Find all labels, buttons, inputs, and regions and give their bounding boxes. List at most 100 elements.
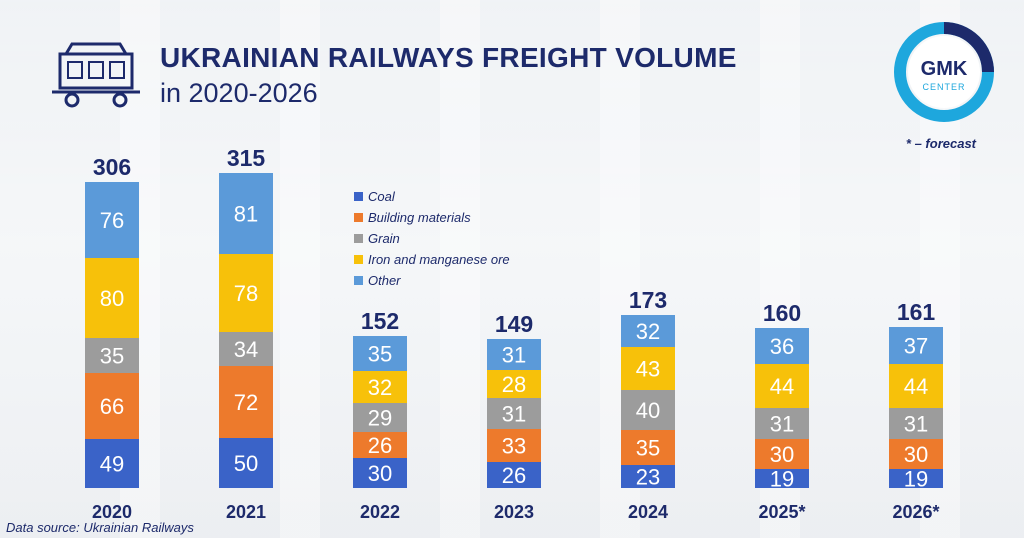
legend-swatch-ore xyxy=(354,255,363,264)
segment-value-label: 23 xyxy=(636,465,660,490)
segment-value-label: 81 xyxy=(234,202,258,227)
chart-title: UKRAINIAN RAILWAYS FREIGHT VOLUME xyxy=(160,42,737,73)
segment-value-label: 29 xyxy=(368,406,392,431)
segment-value-label: 30 xyxy=(368,461,392,486)
bar-segment-grain-2024 xyxy=(621,390,675,430)
x-tick-label: 2025* xyxy=(758,502,805,522)
bar-segment-building-materials-2024 xyxy=(621,430,675,465)
segment-value-label: 36 xyxy=(770,334,794,359)
x-tick-label: 2024 xyxy=(628,502,668,522)
bar-segment-other-2023 xyxy=(487,339,541,370)
freight-wagon-icon xyxy=(52,42,140,108)
bar-segment-grain-2020 xyxy=(85,338,139,373)
segment-value-label: 35 xyxy=(636,436,660,461)
bar-segment-iron-and-manganese-ore-2020 xyxy=(85,258,139,338)
bar-segment-coal-2025 xyxy=(755,469,809,488)
segment-value-label: 80 xyxy=(100,286,124,311)
bar-total-label: 173 xyxy=(629,287,667,313)
bar-segment-other-2022 xyxy=(353,336,407,371)
bar-segment-iron-and-manganese-ore-2023 xyxy=(487,370,541,398)
segment-value-label: 26 xyxy=(502,463,526,488)
x-tick-label: 2020 xyxy=(92,502,132,522)
bar-segment-building-materials-2020 xyxy=(85,373,139,439)
legend-swatch-grain xyxy=(354,234,363,243)
forecast-footnote: * – forecast xyxy=(905,136,976,151)
legend-item-building-materials: Building materials xyxy=(354,207,510,228)
segment-value-label: 28 xyxy=(502,372,526,397)
bar-total-label: 160 xyxy=(763,300,801,326)
bar-segment-building-materials-2023 xyxy=(487,429,541,462)
segment-value-label: 43 xyxy=(636,357,660,382)
logo-text-gmk: GMK xyxy=(921,58,968,80)
segment-value-label: 35 xyxy=(368,342,392,367)
bar-segment-other-2026 xyxy=(889,327,943,364)
segment-value-label: 76 xyxy=(100,208,124,233)
bar-segment-other-2024 xyxy=(621,315,675,347)
segment-value-label: 19 xyxy=(770,467,794,492)
bar-total-label: 161 xyxy=(897,299,936,325)
bar-segment-building-materials-2022 xyxy=(353,432,407,458)
legend-item-other: Other xyxy=(354,270,510,291)
x-tick-label: 2023 xyxy=(494,502,534,522)
bar-segment-coal-2020 xyxy=(85,439,139,488)
segment-value-label: 44 xyxy=(904,374,928,399)
legend-item-coal: Coal xyxy=(354,186,510,207)
segment-value-label: 32 xyxy=(636,319,660,344)
segment-value-label: 78 xyxy=(234,281,258,306)
legend-item-grain: Grain xyxy=(354,228,510,249)
bar-segment-coal-2022 xyxy=(353,458,407,488)
data-source: Data source: Ukrainian Railways xyxy=(6,520,194,535)
segment-value-label: 50 xyxy=(234,451,258,476)
bar-total-label: 315 xyxy=(227,145,266,171)
segment-value-label: 31 xyxy=(502,402,526,427)
chart-subtitle: in 2020-2026 xyxy=(160,78,318,108)
logo-text-center: CENTER xyxy=(922,82,965,92)
bar-segment-grain-2022 xyxy=(353,403,407,432)
legend-label-other: Other xyxy=(368,273,401,288)
segment-value-label: 26 xyxy=(368,433,392,458)
bar-segment-grain-2023 xyxy=(487,398,541,429)
bar-segment-coal-2024 xyxy=(621,465,675,488)
chart-legend: Coal Building materials Grain Iron and m… xyxy=(354,186,510,291)
segment-value-label: 31 xyxy=(904,412,928,437)
segment-value-label: 72 xyxy=(234,390,258,415)
segment-value-label: 66 xyxy=(100,394,124,419)
segment-value-label: 31 xyxy=(770,412,794,437)
bar-segment-iron-and-manganese-ore-2024 xyxy=(621,347,675,390)
gmk-center-logo: GMK CENTER xyxy=(894,22,994,122)
legend-label-ore: Iron and manganese ore xyxy=(368,252,510,267)
bar-segment-building-materials-2021 xyxy=(219,366,273,438)
bar-segment-iron-and-manganese-ore-2025 xyxy=(755,364,809,408)
bar-segment-other-2020 xyxy=(85,182,139,258)
segment-value-label: 31 xyxy=(502,343,526,368)
bar-total-label: 149 xyxy=(495,311,533,337)
segment-value-label: 40 xyxy=(636,398,660,423)
bar-segment-building-materials-2025 xyxy=(755,439,809,469)
bar-total-label: 306 xyxy=(93,154,131,180)
segment-value-label: 49 xyxy=(100,452,124,477)
segment-value-label: 30 xyxy=(904,442,928,467)
bar-segment-other-2025 xyxy=(755,328,809,364)
segment-value-label: 37 xyxy=(904,334,928,359)
bar-segment-coal-2021 xyxy=(219,438,273,488)
x-tick-label: 2026* xyxy=(892,502,939,522)
bar-segment-other-2021 xyxy=(219,173,273,254)
bar-segment-iron-and-manganese-ore-2026 xyxy=(889,364,943,408)
legend-swatch-other xyxy=(354,276,363,285)
segment-value-label: 33 xyxy=(502,434,526,459)
segment-value-label: 30 xyxy=(770,442,794,467)
legend-label-building-materials: Building materials xyxy=(368,210,471,225)
legend-item-ore: Iron and manganese ore xyxy=(354,249,510,270)
segment-value-label: 44 xyxy=(770,374,794,399)
bar-segment-coal-2026 xyxy=(889,469,943,488)
segment-value-label: 35 xyxy=(100,344,124,369)
bar-segment-grain-2025 xyxy=(755,408,809,439)
bar-total-label: 152 xyxy=(361,308,399,334)
legend-swatch-coal xyxy=(354,192,363,201)
bar-segment-grain-2021 xyxy=(219,332,273,366)
segment-value-label: 32 xyxy=(368,375,392,400)
legend-label-grain: Grain xyxy=(368,231,400,246)
x-tick-label: 2021 xyxy=(226,502,266,522)
bar-segment-coal-2023 xyxy=(487,462,541,488)
